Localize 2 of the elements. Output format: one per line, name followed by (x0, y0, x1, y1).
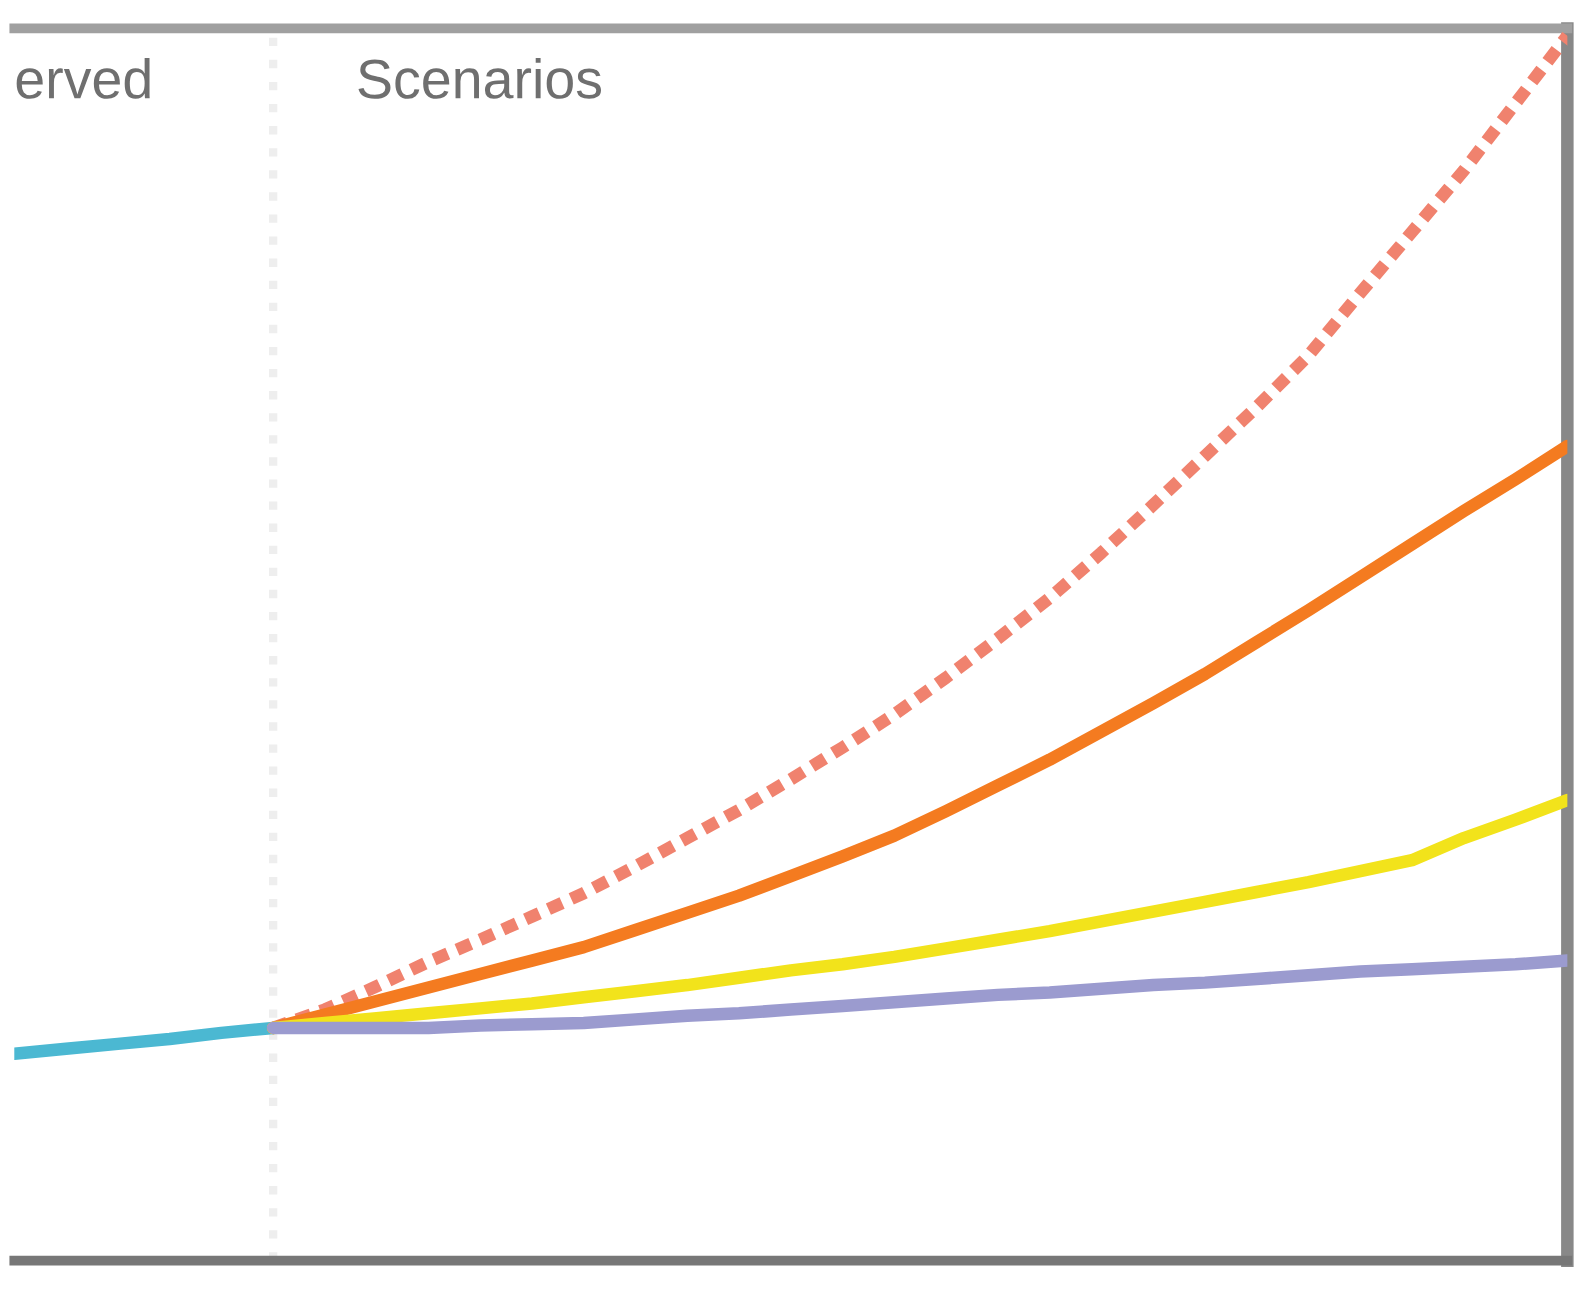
annotation: erved (16, 58, 150, 99)
annotation: Scenarios (358, 58, 601, 99)
